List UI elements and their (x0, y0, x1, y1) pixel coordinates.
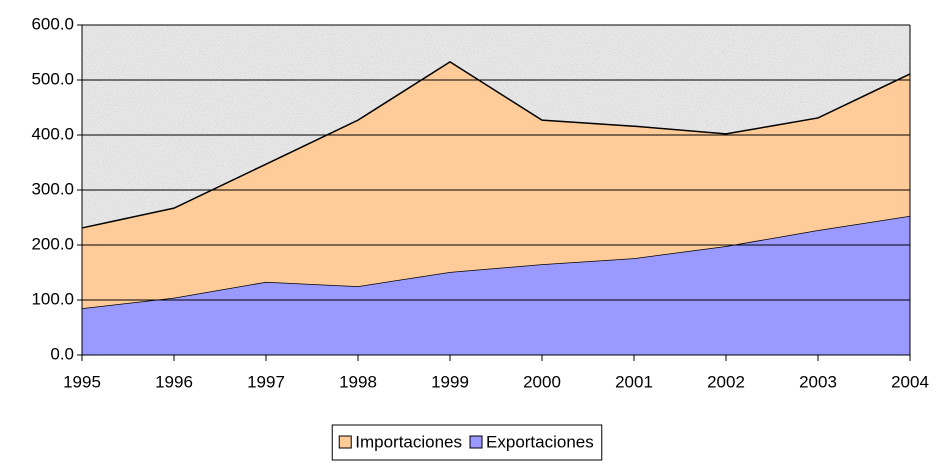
legend-swatch (338, 435, 352, 449)
y-tick-label: 300.0 (31, 179, 74, 198)
x-tick-label: 1999 (431, 372, 469, 391)
y-tick-label: 100.0 (31, 289, 74, 308)
x-tick-label: 1996 (155, 372, 193, 391)
legend-label: Exportaciones (486, 432, 594, 451)
legend: Importaciones Exportaciones (331, 424, 603, 461)
x-tick-label: 2002 (707, 372, 745, 391)
x-tick-label: 2000 (523, 372, 561, 391)
y-tick-label: 0.0 (50, 344, 74, 363)
x-tick-label: 2004 (891, 372, 929, 391)
area (82, 61, 910, 309)
area (82, 215, 910, 355)
legend-label: Importaciones (355, 432, 462, 451)
y-tick-label: 200.0 (31, 234, 74, 253)
y-tick-label: 400.0 (31, 124, 74, 143)
x-tick-label: 1997 (247, 372, 285, 391)
legend-box (331, 424, 603, 461)
x-tick-label: 2003 (799, 372, 837, 391)
y-tick-label: 600.0 (31, 14, 74, 33)
x-tick-label: 1998 (339, 372, 377, 391)
x-tick-label: 1995 (63, 372, 101, 391)
area-outline (81, 60, 911, 229)
y-tick-label: 500.0 (31, 69, 74, 88)
x-tick-label: 2001 (615, 372, 653, 391)
legend-swatch (469, 435, 483, 449)
